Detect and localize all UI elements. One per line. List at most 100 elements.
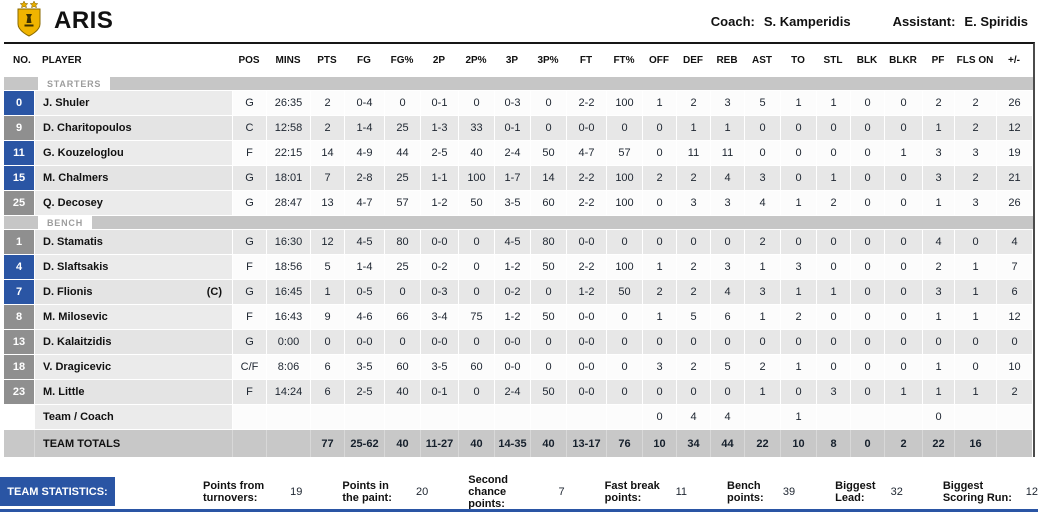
column-header-row: NO. PLAYER POS MINS PTS FG FG% 2P 2P% 3P 3P% FT FT% O… [4, 44, 1033, 77]
column-header-blkr: BLKR [884, 44, 922, 77]
totals-label: TEAM TOTALS [34, 430, 232, 457]
mins-cell: 0:00 [266, 330, 310, 354]
stat-cell-fg%: 0 [384, 330, 420, 354]
stat-cell-blkr: 0 [884, 91, 922, 115]
stat-cell-3p%: 0 [530, 91, 566, 115]
bottom-accent-line [0, 509, 1038, 512]
totals-stat-to: 10 [780, 430, 816, 457]
stat-cell-3p%: 0 [530, 116, 566, 140]
player-name: V. Dragicevic [43, 361, 112, 373]
stat-cell-fg%: 25 [384, 166, 420, 190]
stat-cell-2p: 0-1 [420, 380, 458, 404]
column-header-3p%: 3P% [530, 44, 566, 77]
stat-cell-pf: 1 [922, 191, 954, 215]
column-header-mins: MINS [266, 44, 310, 77]
stat-cell-2p%: 40 [458, 141, 494, 165]
player-number-badge [4, 405, 34, 429]
stat-cell-pts: 12 [310, 230, 344, 254]
stat-cell-2p: 0-0 [420, 330, 458, 354]
stat-cell-2p%: 33 [458, 116, 494, 140]
team-stat-item: Fast break points: 11 [605, 480, 687, 504]
team-statistics-title: TEAM STATISTICS: [0, 477, 115, 506]
stat-cell-def: 0 [676, 230, 710, 254]
column-header-off: OFF [642, 44, 676, 77]
stat-cell-reb: 3 [710, 255, 744, 279]
team-stat-label: Second chance points: [468, 473, 508, 510]
pos-cell: G [232, 330, 266, 354]
player-name: D. Kalaitzidis [43, 336, 112, 348]
totals-stat-ast: 22 [744, 430, 780, 457]
totals-stat-blk: 0 [850, 430, 884, 457]
stat-cell-3p%: 50 [530, 380, 566, 404]
player-name-cell: Q. Decosey [34, 191, 232, 215]
stat-cell-reb: 0 [710, 330, 744, 354]
stat-cell-pf: 2 [922, 91, 954, 115]
player-name-cell: M. Little [34, 380, 232, 404]
player-row: 15 M. Chalmers G 18:01 7 2-8 25 1-1 100 1-7 14 2-2 1… [4, 166, 1033, 190]
stat-cell-pf: 3 [922, 280, 954, 304]
team-stat-value: 11 [675, 485, 688, 498]
stat-cell-stl: 0 [816, 116, 850, 140]
stat-cell-2p%: 60 [458, 355, 494, 379]
column-header-pts: PTS [310, 44, 344, 77]
player-name: M. Little [43, 386, 85, 398]
stat-cell-off: 2 [642, 280, 676, 304]
mins-cell: 22:15 [266, 141, 310, 165]
player-row: 0 J. Shuler G 26:35 2 0-4 0 0-1 0 0-3 0 2-2 100 1 2 3 5 1… [4, 91, 1033, 115]
stat-cell-flson: 2 [954, 91, 996, 115]
stat-cell-blkr: 0 [884, 255, 922, 279]
stat-cell-blk: 0 [850, 255, 884, 279]
stat-cell-ft: 2-2 [566, 255, 606, 279]
player-row: 11 G. Kouzeloglou F 22:15 14 4-9 44 2-5 40 2-4 50 4… [4, 141, 1033, 165]
stat-cell-reb: 4 [710, 166, 744, 190]
stat-cell-3p: 1-7 [494, 166, 530, 190]
totals-stat-3p%: 40 [530, 430, 566, 457]
pos-cell: G [232, 191, 266, 215]
stat-cell-stl: 2 [816, 191, 850, 215]
stat-cell-to: 0 [780, 141, 816, 165]
totals-stat-fg: 25-62 [344, 430, 384, 457]
stat-cell-off: 0 [642, 405, 676, 429]
stat-cell-pf: 3 [922, 141, 954, 165]
stat-cell-flson: 3 [954, 141, 996, 165]
totals-stat-fg%: 40 [384, 430, 420, 457]
stat-cell-off: 1 [642, 255, 676, 279]
team-stat-value: 32 [890, 485, 903, 498]
stat-cell-ft%: 0 [606, 380, 642, 404]
mins-cell: 26:35 [266, 91, 310, 115]
stat-cell-blkr: 0 [884, 355, 922, 379]
team-statistics-bar: TEAM STATISTICS: Points from turnovers: 1… [0, 474, 1038, 510]
stat-cell-3p: 1-2 [494, 305, 530, 329]
stat-cell-fg%: 60 [384, 355, 420, 379]
player-name-cell: J. Shuler [34, 91, 232, 115]
totals-stat-3p: 14-35 [494, 430, 530, 457]
stat-cell-ft% [606, 405, 642, 429]
stat-cell-flson: 1 [954, 280, 996, 304]
player-name-cell: G. Kouzeloglou [34, 141, 232, 165]
stat-cell-ft%: 100 [606, 91, 642, 115]
mins-cell: 18:56 [266, 255, 310, 279]
stat-cell-ft%: 0 [606, 330, 642, 354]
coaching-staff: Coach: S. Kamperidis Assistant: E. Spiri… [711, 14, 1028, 29]
column-header-2p%: 2P% [458, 44, 494, 77]
stat-cell-pts: 0 [310, 330, 344, 354]
stat-cell-def: 4 [676, 405, 710, 429]
stat-cell-3p%: 0 [530, 355, 566, 379]
stat-cell-fg: 0-4 [344, 91, 384, 115]
stat-cell-blkr: 0 [884, 166, 922, 190]
stat-cell-reb: 3 [710, 191, 744, 215]
stat-cell-blkr: 1 [884, 141, 922, 165]
stat-cell-fg%: 44 [384, 141, 420, 165]
stat-cell-ast: 3 [744, 280, 780, 304]
stat-cell-+-: 26 [996, 91, 1032, 115]
column-header-ast: AST [744, 44, 780, 77]
stat-cell-fg: 0-0 [344, 330, 384, 354]
stat-cell-2p%: 0 [458, 280, 494, 304]
pos-cell: G [232, 91, 266, 115]
stat-cell-blkr: 0 [884, 230, 922, 254]
pos-cell: G [232, 230, 266, 254]
team-stat-item: Biggest Scoring Run: 12 [943, 480, 1038, 504]
player-name: M. Chalmers [43, 172, 109, 184]
stat-cell-def: 0 [676, 330, 710, 354]
stat-cell-ast: 0 [744, 330, 780, 354]
